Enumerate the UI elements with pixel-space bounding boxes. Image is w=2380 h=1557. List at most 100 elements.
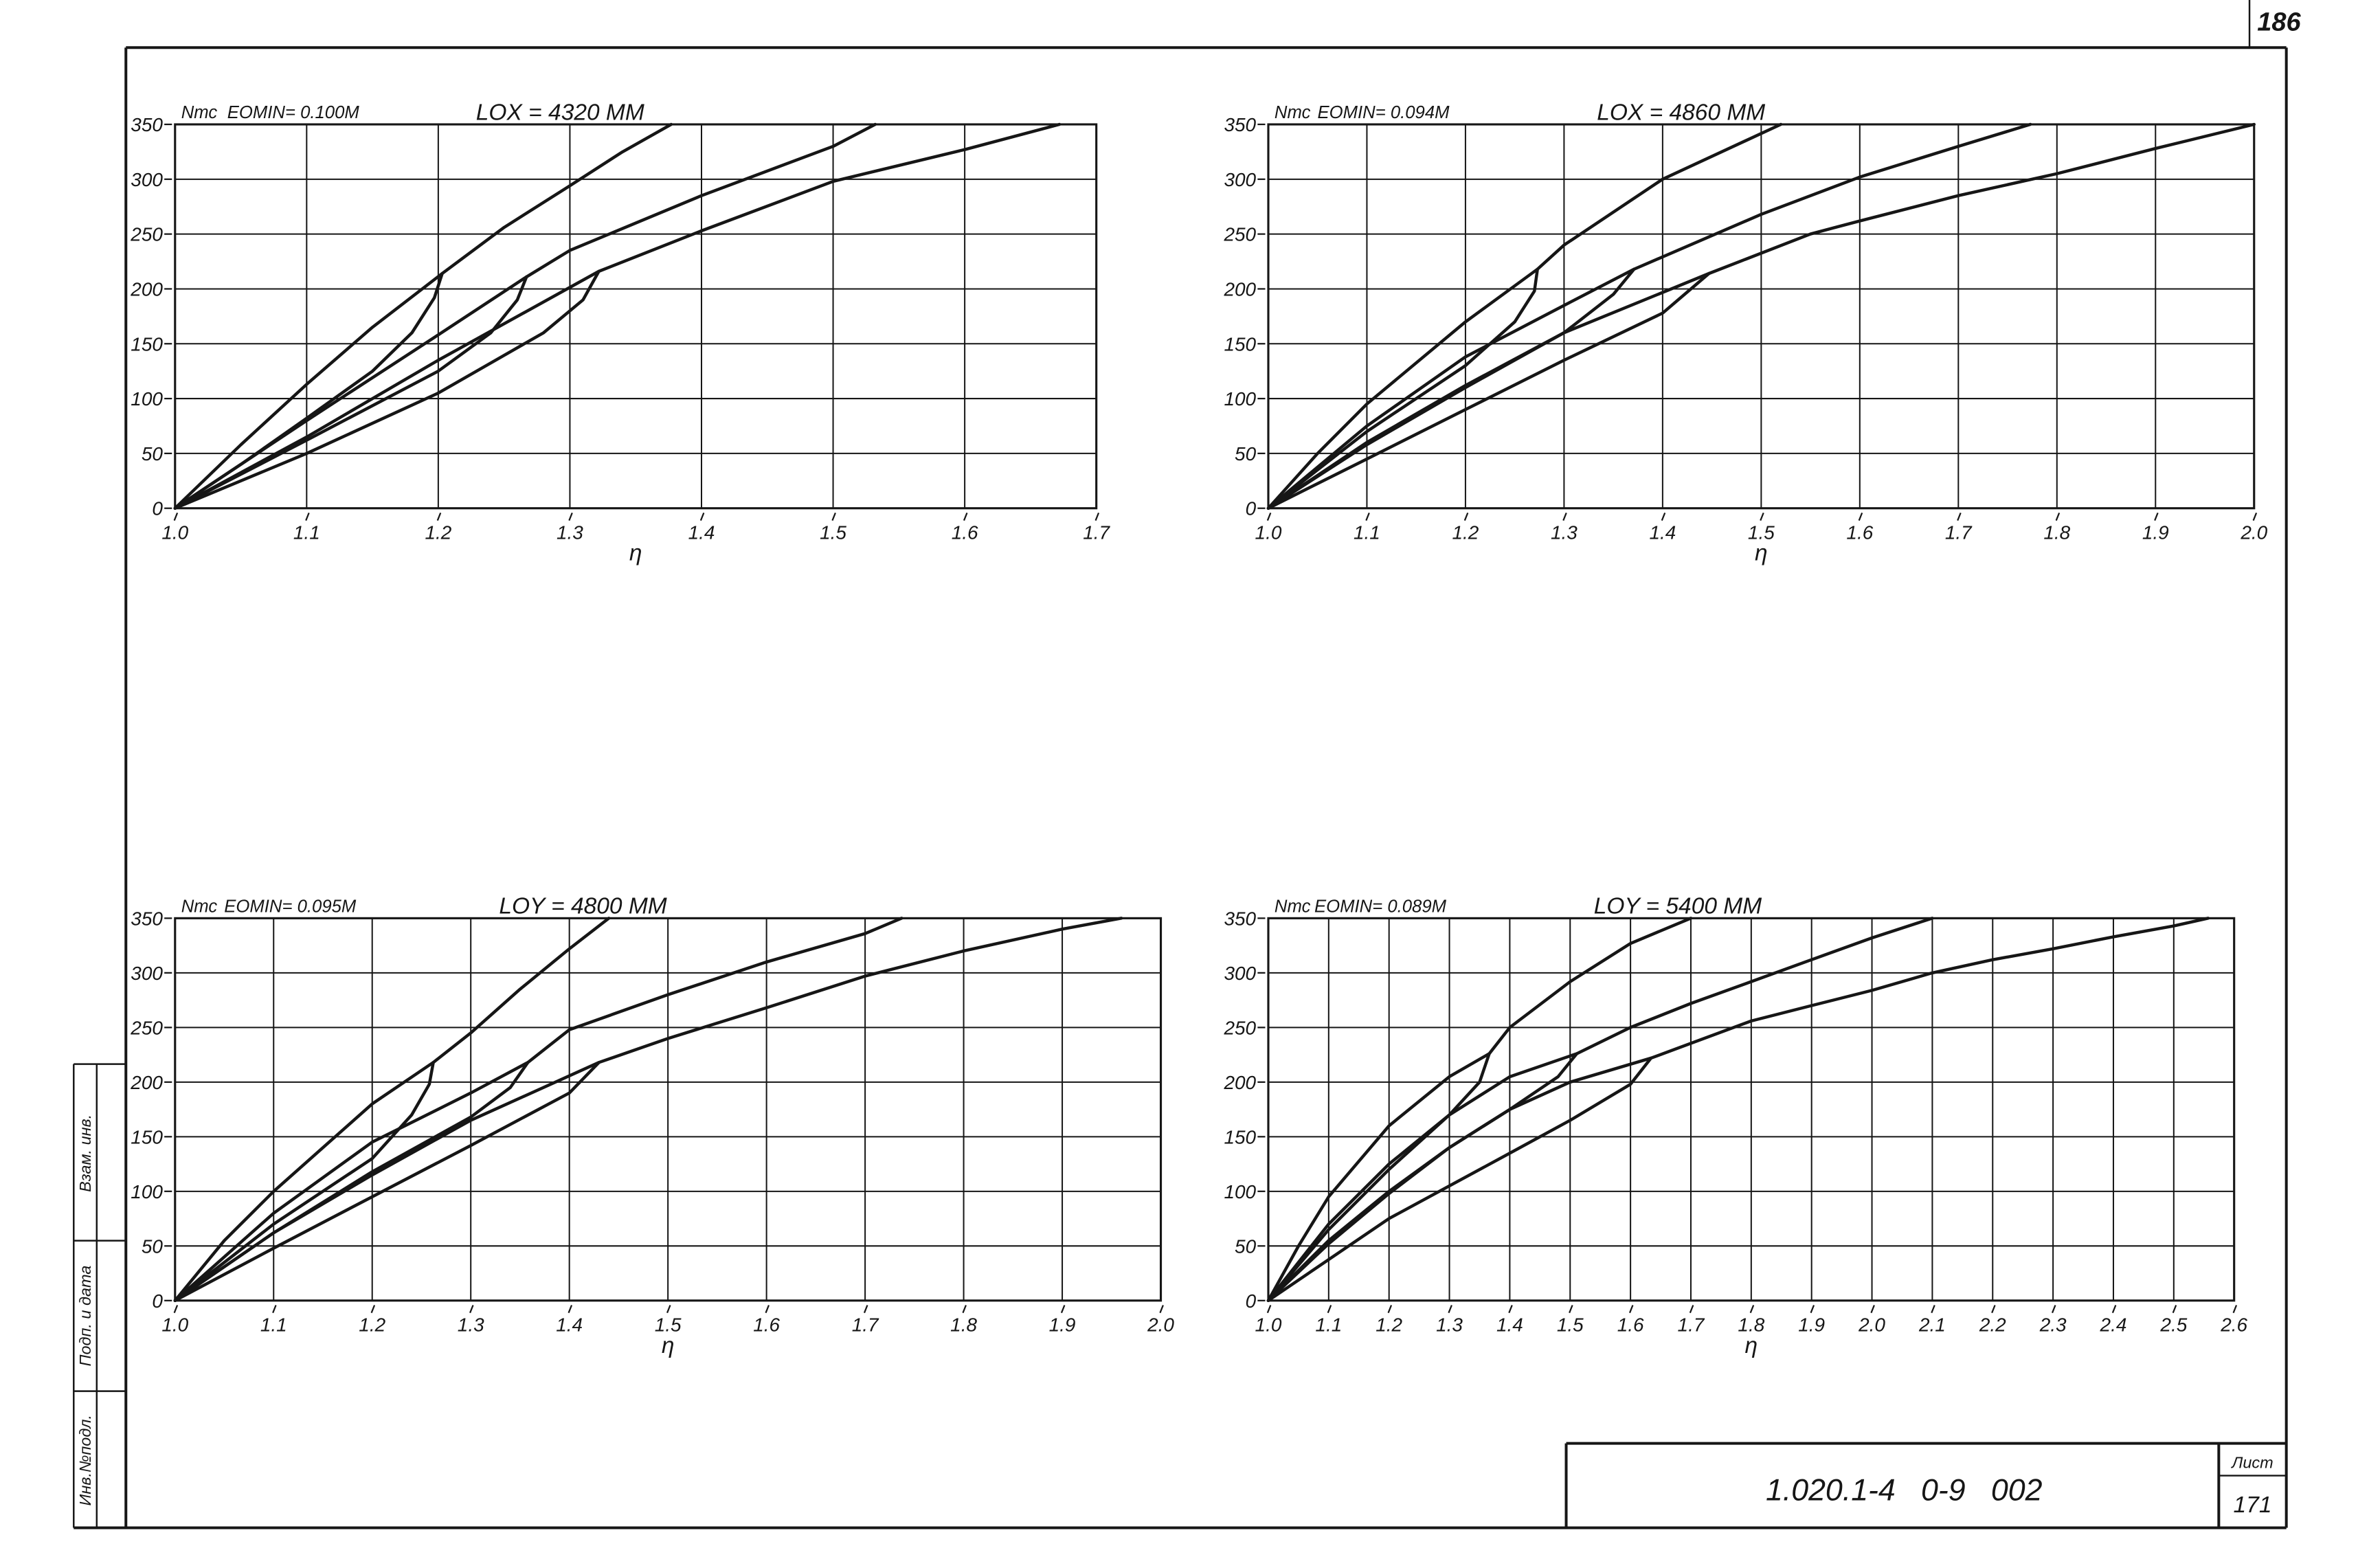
y-tick-label: 300 (131, 169, 163, 190)
chart-2-curve-6 (1266, 271, 1711, 510)
x-tick (469, 1305, 474, 1314)
chart-4-curve-6 (1266, 1056, 1653, 1303)
y-tick-label: 150 (1224, 1126, 1257, 1147)
x-tick-label: 1.6 (1617, 1314, 1644, 1335)
y-axis-label: Nтс (1275, 103, 1311, 122)
x-tick (2172, 1305, 2177, 1314)
chart-3-curve-3 (173, 917, 903, 1303)
y-axis-label: Nтс (181, 103, 218, 122)
x-tick (1266, 512, 1272, 521)
plot-frame (1267, 917, 2236, 1302)
sheet-number: 171 (2234, 1492, 2272, 1518)
y-tick-label: 50 (142, 443, 164, 464)
x-tick (1870, 1305, 1875, 1314)
chart-1-curve-4 (173, 275, 528, 510)
x-tick (272, 1305, 277, 1314)
x-tick (1749, 1305, 1755, 1314)
chart-2-curve-1 (1266, 122, 1783, 510)
x-axis-label: η (1745, 1333, 1758, 1358)
x-tick-label: 1.1 (1354, 522, 1380, 543)
x-tick (1858, 512, 1863, 521)
x-tick-label: 2.0 (2240, 522, 2267, 543)
x-tick (1661, 512, 1666, 521)
x-tick-label: 2.0 (1147, 1314, 1174, 1335)
y-tick-label: 250 (130, 1017, 163, 1038)
y-tick-label: 200 (1224, 1072, 1257, 1093)
x-tick (2252, 512, 2258, 521)
stamp-inv-no: Инв.№подл. (76, 1415, 94, 1505)
x-tick-label: 1.6 (1846, 522, 1873, 543)
y-tick-label: 100 (1224, 388, 1257, 410)
stamp-signature-date: Подп. и дата (76, 1266, 94, 1367)
sheet-label: Лист (2230, 1453, 2273, 1471)
x-tick-label: 2.3 (2039, 1314, 2067, 1335)
y-tick-label: 150 (131, 333, 163, 355)
x-tick-label: 1.6 (753, 1314, 780, 1335)
x-tick-label: 1.1 (260, 1314, 287, 1335)
chart-4-curve-2 (1266, 1052, 1491, 1303)
chart-3-curve-6 (173, 1060, 601, 1303)
x-tick-label: 1.0 (1255, 1314, 1282, 1335)
y-tick-label: 50 (1235, 443, 1257, 464)
y-axis-label: Nтс (181, 897, 218, 916)
sheet-frame (74, 0, 2288, 1530)
x-tick (1463, 512, 1469, 521)
chart-1-curve-3 (173, 122, 877, 510)
y-tick-label: 100 (131, 388, 163, 410)
x-tick-label: 1.5 (1748, 522, 1775, 543)
y-tick-label: 0 (1246, 1290, 1257, 1312)
chart-3-curve-2 (173, 1060, 435, 1303)
x-tick (568, 1305, 573, 1314)
x-tick (963, 512, 968, 521)
x-axis-label: η (662, 1333, 675, 1358)
x-tick (1957, 512, 1962, 521)
chart-subtitle: LOY = 5400 MM (1594, 894, 1762, 919)
x-tick-label: 1.7 (852, 1314, 879, 1335)
x-tick-label: 1.7 (1678, 1314, 1705, 1335)
chart-title: EOMIN= 0.089M (1314, 897, 1447, 916)
plot-frame (1267, 123, 2256, 510)
x-tick (765, 1305, 770, 1314)
x-tick (2055, 512, 2061, 521)
y-tick-label: 0 (152, 498, 163, 519)
x-tick-label: 1.1 (293, 522, 320, 543)
x-tick (2154, 512, 2159, 521)
x-tick-label: 1.3 (557, 522, 583, 543)
x-tick-label: 2.0 (1858, 1314, 1885, 1335)
y-axis-label: Nтс (1275, 897, 1311, 916)
y-tick-label: 300 (1224, 169, 1257, 190)
chart-2-curve-2 (1266, 267, 1539, 510)
document-code: 1.020.1-4 0-9 002 (1766, 1473, 2043, 1507)
y-tick-label: 250 (130, 224, 163, 245)
x-tick-label: 1.7 (1945, 522, 1973, 543)
x-tick (305, 512, 310, 521)
chart-4-curve-1 (1266, 917, 1693, 1303)
x-tick-label: 1.9 (2142, 522, 2169, 543)
x-tick (1448, 1305, 1452, 1314)
x-tick (1060, 1305, 1066, 1314)
chart-1: 1.0 1.1 1.2 1.3 1.4 1.5 1.6 1.7 0 50 100 150 200 250 3… (130, 100, 1110, 565)
x-tick (1508, 1305, 1513, 1314)
y-tick-label: 150 (1224, 333, 1257, 355)
charts-area: 1.0 1.1 1.2 1.3 1.4 1.5 1.6 1.7 0 50 100 150 200 250 3… (130, 100, 2267, 1358)
y-tick-label: 200 (130, 279, 163, 300)
y-tick-label: 100 (131, 1181, 163, 1202)
chart-4-curve-4 (1266, 1052, 1579, 1303)
x-axis-label: η (629, 541, 642, 566)
x-tick-label: 1.2 (359, 1314, 385, 1335)
y-tick-label: 150 (131, 1126, 163, 1147)
y-tick-label: 50 (1235, 1235, 1257, 1257)
x-tick-label: 1.0 (1255, 522, 1282, 543)
x-tick-label: 1.8 (2043, 522, 2070, 543)
x-tick-label: 1.0 (161, 1314, 188, 1335)
x-tick-label: 1.2 (425, 522, 451, 543)
y-tick-label: 250 (1224, 1017, 1257, 1038)
chart-4-curve-5 (1266, 917, 2210, 1303)
x-tick (2232, 1305, 2238, 1314)
x-tick-label: 1.4 (1496, 1314, 1523, 1335)
x-tick-label: 1.5 (655, 1314, 682, 1335)
y-tick-label: 100 (1224, 1181, 1257, 1202)
chart-subtitle: LOY = 4800 MM (499, 894, 666, 919)
x-tick (173, 512, 179, 521)
